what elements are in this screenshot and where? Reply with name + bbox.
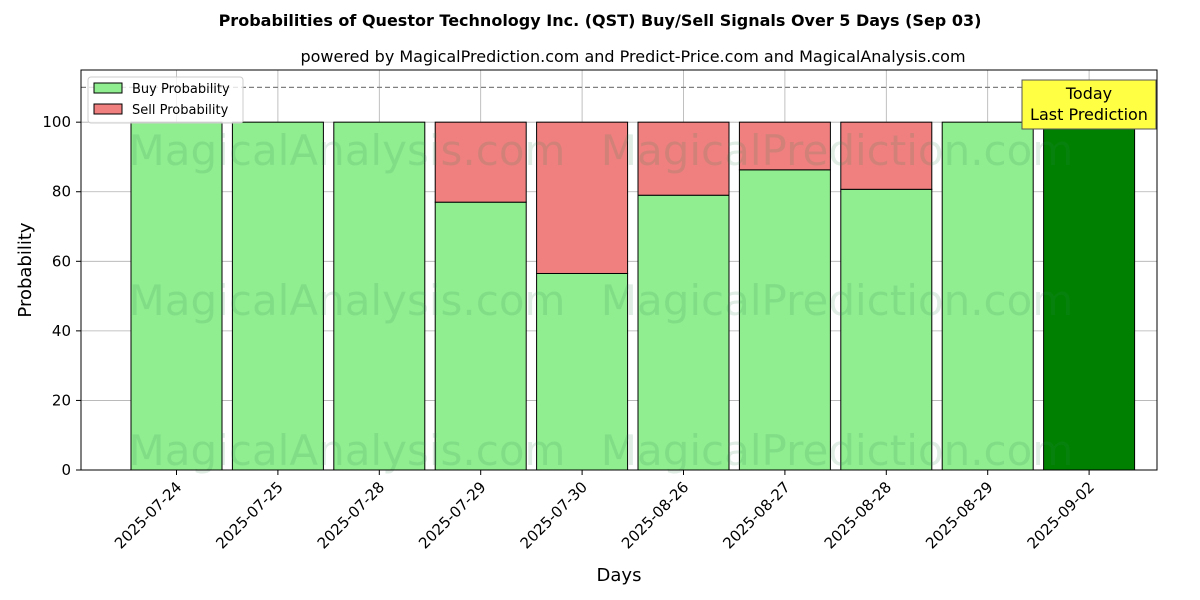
annotation-line-today: Today	[1065, 84, 1112, 103]
bar-sell-2025-07-30	[536, 121, 629, 274]
x-tick-label: 2025-07-28	[314, 478, 388, 552]
bar-buy-2025-09-02	[1043, 121, 1136, 471]
x-tick-label: 2025-09-02	[1024, 478, 1098, 552]
bar-sell-2025-07-29	[434, 121, 527, 203]
watermark-text: MagicalPrediction.com	[601, 126, 1074, 175]
x-tick-label: 2025-08-28	[821, 478, 895, 552]
watermark-text: MagicalAnalysis.com	[129, 426, 566, 475]
bar-sell-2025-08-28	[840, 121, 933, 190]
x-tick-label: 2025-08-27	[719, 478, 793, 552]
bar-buy-2025-07-30	[536, 272, 629, 471]
watermarks: MagicalAnalysis.com MagicalPrediction.com…	[129, 126, 1074, 475]
y-tick-label: 100	[42, 113, 71, 131]
bar-buy-2025-08-27	[738, 169, 831, 471]
y-tick-label: 0	[61, 461, 71, 479]
annotation-line-last-prediction: Last Prediction	[1030, 105, 1148, 124]
legend-label-buy: Buy Probability	[132, 82, 230, 97]
legend-label-sell: Sell Probability	[132, 103, 229, 118]
y-axis-ticks: 0 20 40 60 80 100	[42, 113, 81, 479]
y-tick-label: 20	[52, 391, 71, 409]
bar-sell-2025-08-26	[637, 121, 730, 196]
bar-sell-2025-08-27	[738, 121, 831, 171]
x-tick-label: 2025-07-24	[111, 478, 185, 552]
y-tick-label: 40	[52, 322, 71, 340]
chart-subtitle: powered by MagicalPrediction.com and Pre…	[300, 47, 965, 66]
legend-swatch-sell	[93, 103, 123, 115]
legend-swatch-buy	[93, 82, 123, 94]
bar-buy-2025-07-24	[130, 121, 223, 471]
watermark-text: MagicalPrediction.com	[601, 426, 1074, 475]
x-tick-label: 2025-07-29	[415, 478, 489, 552]
x-axis-label: Days	[597, 565, 642, 586]
chart-title: Probabilities of Questor Technology Inc.…	[219, 11, 982, 30]
x-tick-label: 2025-07-30	[517, 478, 591, 552]
legend: Buy Probability Sell Probability	[87, 76, 244, 124]
plot-frame	[80, 69, 1158, 471]
x-tick-label: 2025-07-25	[212, 478, 286, 552]
bars	[130, 121, 1136, 471]
bar-buy-2025-08-28	[840, 188, 933, 471]
today-annotation: Today Last Prediction	[1021, 79, 1157, 130]
x-tick-label: 2025-08-29	[922, 478, 996, 552]
watermark-text: MagicalAnalysis.com	[129, 126, 566, 175]
watermark-text: MagicalPrediction.com	[601, 276, 1074, 325]
x-tick-label: 2025-08-26	[618, 478, 692, 552]
watermark-text: MagicalAnalysis.com	[129, 276, 566, 325]
y-tick-label: 60	[52, 252, 71, 270]
bar-buy-2025-08-29	[941, 121, 1034, 471]
y-tick-label: 80	[52, 183, 71, 201]
bar-buy-2025-07-29	[434, 201, 527, 471]
legend-box	[87, 76, 244, 124]
annotation-box	[1021, 79, 1157, 130]
y-axis-label: Probability	[15, 222, 36, 317]
x-axis-ticks: 2025-07-24 2025-07-25 2025-07-28 2025-07-29…	[111, 470, 1098, 552]
